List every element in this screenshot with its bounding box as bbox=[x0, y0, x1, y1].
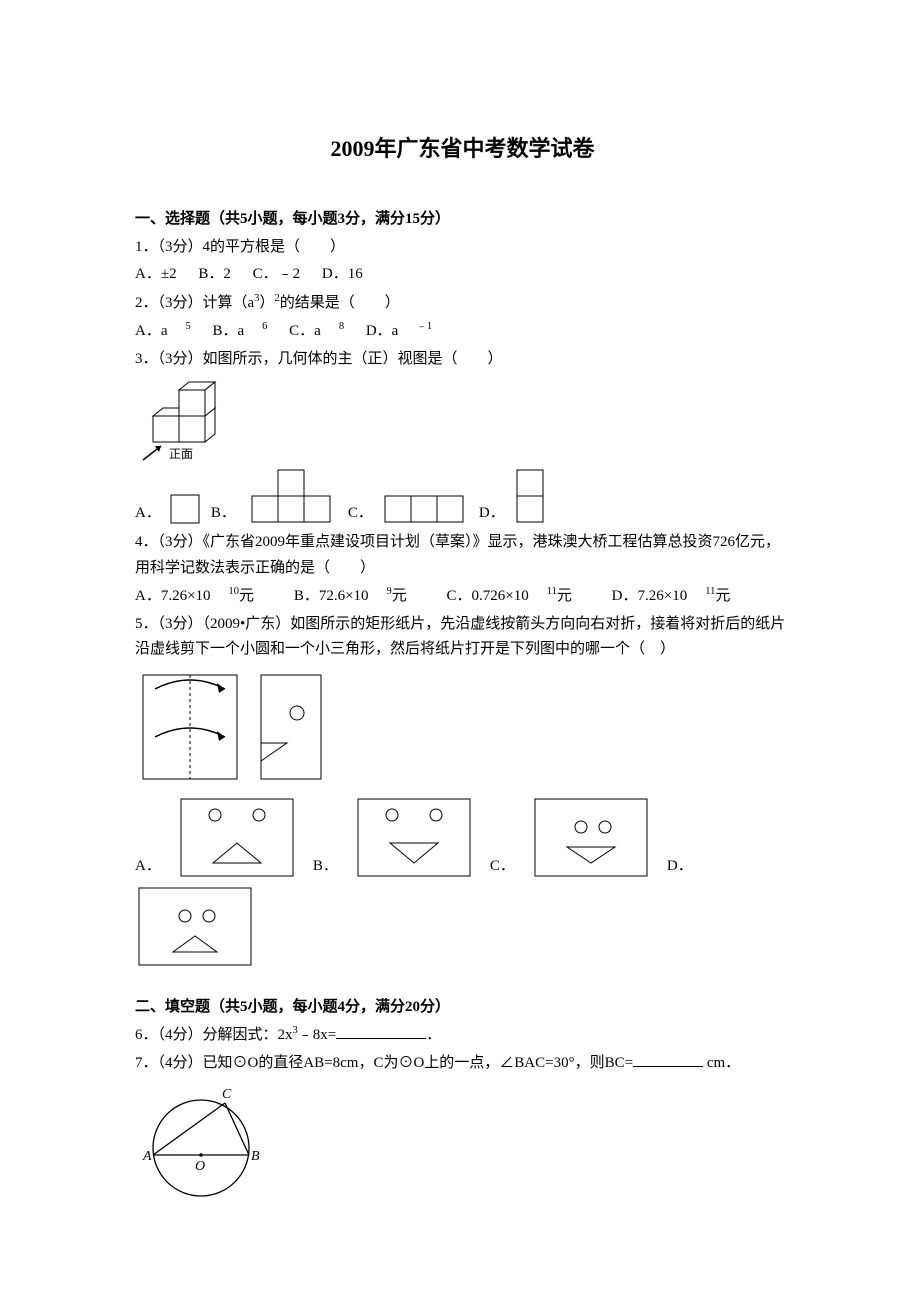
q5-options: A． B． C． D． bbox=[135, 795, 790, 969]
q1-stem: 1．（3分）4的平方根是（ ） bbox=[135, 235, 790, 261]
q4-stem: 4．（3分）《广东省2009年重点建设项目计划（草案）》显示，港珠澳大桥工程估算… bbox=[135, 530, 790, 581]
q3-opt-d-label: D． bbox=[479, 501, 505, 527]
q5-cut-fig bbox=[253, 667, 331, 787]
q2-opt-c: C．a8 bbox=[289, 323, 344, 339]
svg-text:A: A bbox=[142, 1149, 152, 1164]
q7-tail: cm． bbox=[707, 1055, 740, 1071]
q2-opt-a: A．a5 bbox=[135, 323, 191, 339]
section2-heading: 二、填空题（共5小题，每小题4分，满分20分） bbox=[135, 995, 790, 1021]
svg-text:B: B bbox=[251, 1149, 260, 1164]
q7-figure: A B C O bbox=[135, 1078, 275, 1203]
q5-figures bbox=[135, 667, 790, 787]
page-title: 2009年广东省中考数学试卷 bbox=[135, 130, 790, 167]
q4-opt-d: D．7.26×1011元 bbox=[612, 588, 749, 604]
q5-opt-c-label: C． bbox=[490, 854, 515, 880]
q2-text: 2．（3分）计算（a bbox=[135, 295, 254, 311]
q2-text2: ） bbox=[259, 295, 274, 311]
q3-opt-c-label: C． bbox=[348, 501, 373, 527]
q2-opt-d: D．a﹣1 bbox=[366, 323, 432, 339]
q1-opt-b: B．2 bbox=[198, 266, 231, 282]
q5-opt-b-label: B． bbox=[313, 854, 338, 880]
q6-post: ﹣8x= bbox=[298, 1027, 336, 1043]
q6-blank bbox=[336, 1023, 426, 1039]
q4-opt-b: B．72.6×109元 bbox=[294, 588, 425, 604]
q4-opt-c: C．0.726×1011元 bbox=[447, 588, 590, 604]
q3-opt-b-label: B． bbox=[211, 501, 236, 527]
q7-blank bbox=[633, 1051, 703, 1067]
q3-opt-b-fig bbox=[244, 468, 340, 526]
q1-opt-a: A．±2 bbox=[135, 266, 177, 282]
q1-opt-c: C．﹣2 bbox=[253, 266, 301, 282]
q6: 6．（4分）分解因式：2x3﹣8x=． bbox=[135, 1022, 790, 1049]
svg-text:C: C bbox=[222, 1087, 232, 1102]
svg-text:正面: 正面 bbox=[169, 447, 193, 461]
q6-pre: 6．（4分）分解因式：2x bbox=[135, 1027, 293, 1043]
q4-opt-a: A．7.26×1010元 bbox=[135, 588, 272, 604]
q5-opt-c-fig bbox=[531, 795, 651, 880]
q5-opt-a-label: A． bbox=[135, 854, 161, 880]
q3-opt-d-fig bbox=[513, 468, 547, 526]
q5-fold-fig bbox=[135, 667, 245, 787]
q3-options: A． B． C． D． bbox=[135, 468, 790, 526]
section1-heading: 一、选择题（共5小题，每小题3分，满分15分） bbox=[135, 207, 790, 233]
q5-opt-d-fig bbox=[135, 884, 255, 969]
q3-opt-a-fig bbox=[169, 482, 203, 526]
q3-opt-a-label: A． bbox=[135, 501, 161, 527]
q2-stem: 2．（3分）计算（a3）2的结果是（ ） bbox=[135, 290, 790, 317]
q7: 7．（4分）已知⊙O的直径AB=8cm，C为⊙O上的一点，∠BAC=30°，则B… bbox=[135, 1051, 790, 1077]
q2-options: A．a5 B．a6 C．a8 D．a﹣1 bbox=[135, 318, 790, 345]
q3-stem: 3．（3分）如图所示，几何体的主（正）视图是（ ） bbox=[135, 347, 790, 373]
q5-stem: 5．（3分）（2009•广东）如图所示的矩形纸片，先沿虚线按箭头方向向右对折，接… bbox=[135, 612, 790, 663]
q5-opt-b-fig bbox=[354, 795, 474, 880]
q2-opt-b: B．a6 bbox=[213, 323, 268, 339]
q2-text3: 的结果是（ ） bbox=[280, 295, 400, 311]
q5-opt-a-fig bbox=[177, 795, 297, 880]
q5-opt-d-label: D． bbox=[667, 854, 693, 880]
q3-solid-figure: 正面 bbox=[135, 374, 240, 464]
svg-text:O: O bbox=[195, 1159, 205, 1174]
q3-opt-c-fig bbox=[381, 494, 471, 526]
q7-text: 7．（4分）已知⊙O的直径AB=8cm，C为⊙O上的一点，∠BAC=30°，则B… bbox=[135, 1055, 633, 1071]
q4-options: A．7.26×1010元 B．72.6×109元 C．0.726×1011元 D… bbox=[135, 583, 790, 610]
q1-opt-d: D．16 bbox=[322, 266, 363, 282]
q6-tail: ． bbox=[426, 1027, 441, 1043]
q1-options: A．±2 B．2 C．﹣2 D．16 bbox=[135, 262, 790, 288]
